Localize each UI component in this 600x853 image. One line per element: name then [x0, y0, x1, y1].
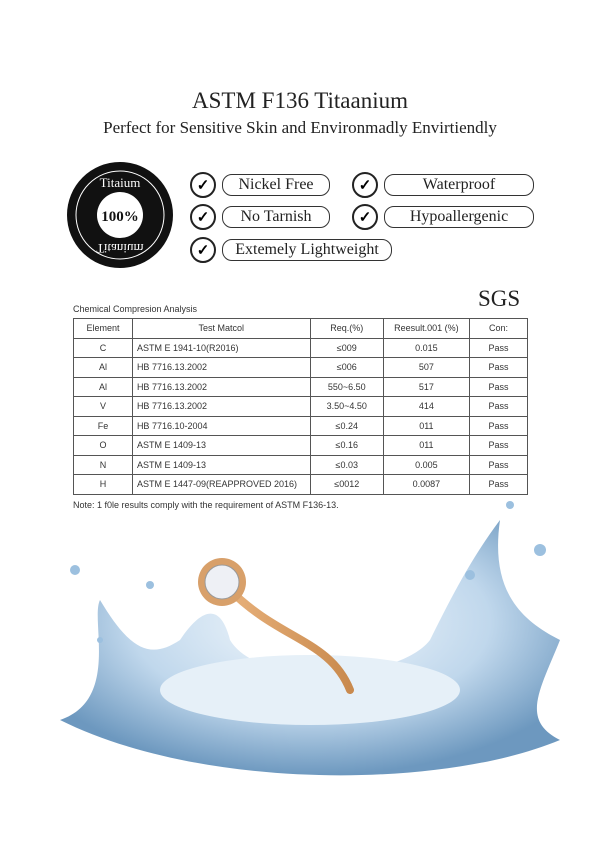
table-cell: 0.015 — [382, 337, 470, 358]
badge-center — [97, 192, 143, 238]
table-cell: 0.0087 — [382, 474, 470, 495]
column-header: Reesult.001 (%) — [382, 318, 470, 339]
table-cell: 517 — [382, 376, 470, 397]
title: ASTM F136 Titaanium — [192, 88, 408, 113]
table-caption: Chemical Compresion Analysis — [73, 304, 198, 314]
table-cell: ≤0.16 — [309, 435, 384, 456]
badge-top: Titaium — [100, 175, 141, 190]
table-cell: ≤006 — [309, 357, 384, 378]
table-cell: ≤0.03 — [309, 454, 384, 475]
table-cell: 0.005 — [382, 454, 470, 475]
column-header: Element — [73, 318, 133, 339]
feature-label: No Tarnish — [222, 206, 330, 228]
feature: ✓ Hypoallergenic — [352, 204, 534, 230]
badge-center-text: 100% — [101, 209, 139, 225]
badge-ring — [75, 170, 165, 260]
table-cell: HB 7716.13.2002 — [131, 396, 311, 417]
table-cell: Pass — [468, 435, 529, 456]
feature-label: Extemely Lightweight — [222, 239, 392, 261]
feature: ✓ Nickel Free — [190, 172, 330, 198]
table-cell: ≤009 — [309, 337, 384, 358]
feature-label: Hypoallergenic — [384, 206, 534, 228]
table-row: Al HB 7716.13.2002 ≤006 507 Pass — [73, 357, 529, 378]
sgs-logo: SGS — [478, 286, 521, 311]
table-row: V HB 7716.13.2002 3.50~4.50 414 Pass — [73, 396, 529, 417]
table-cell: 550~6.50 — [309, 376, 384, 397]
column-header: Con: — [468, 318, 529, 339]
table-cell: H — [73, 474, 133, 495]
table-cell: 011 — [382, 415, 470, 436]
table-cell: Fe — [73, 415, 133, 436]
table-cell: ASTM E 1409-13 — [131, 435, 311, 456]
table-cell: O — [73, 435, 133, 456]
feature-label: Nickel Free — [222, 174, 330, 196]
feature-label: Waterproof — [384, 174, 534, 196]
note: Note: 1 f0le results comply with the req… — [73, 500, 339, 510]
table-row: N ASTM E 1409-13 ≤0.03 0.005 Pass — [73, 454, 529, 475]
table-cell: ASTM E 1941-10(R2016) — [131, 337, 311, 358]
table-cell: Pass — [468, 337, 529, 358]
table-row: C ASTM E 1941-10(R2016) ≤009 0.015 Pass — [73, 337, 529, 358]
table-cell: HB 7716.10-2004 — [131, 415, 311, 436]
subtitle: Perfect for Sensitive Skin and Environma… — [103, 118, 497, 137]
table-cell: C — [73, 337, 133, 358]
table-cell: 3.50~4.50 — [309, 396, 384, 417]
nose-stud — [198, 558, 354, 694]
table-cell: Pass — [468, 357, 529, 378]
table-cell: Pass — [468, 376, 529, 397]
table-cell: Pass — [468, 454, 529, 475]
table-cell: N — [73, 454, 133, 475]
splash — [60, 501, 560, 776]
table-cell: 414 — [382, 396, 470, 417]
table-cell: Al — [73, 376, 133, 397]
table-cell: 011 — [382, 435, 470, 456]
table-cell: Pass — [468, 474, 529, 495]
table-cell: HB 7716.13.2002 — [131, 357, 311, 378]
column-header: Test Matcol — [131, 318, 311, 339]
table-row: Al HB 7716.13.2002 550~6.50 517 Pass — [73, 376, 529, 397]
table-row: Fe HB 7716.10-2004 ≤0.24 011 Pass — [73, 415, 529, 436]
table-cell: V — [73, 396, 133, 417]
table-row: O ASTM E 1409-13 ≤0.16 011 Pass — [73, 435, 529, 456]
table-cell: ASTM E 1409-13 — [131, 454, 311, 475]
table-cell: 507 — [382, 357, 470, 378]
table-cell: HB 7716.13.2002 — [131, 376, 311, 397]
analysis-table: Element Test Matcol Req.(%) Reesult.001 (%)… — [73, 318, 529, 495]
table-cell: ASTM E 1447-09(REAPPROVED 2016) — [131, 474, 311, 495]
table-cell: ≤0.24 — [309, 415, 384, 436]
feature: ✓ Waterproof — [352, 172, 534, 198]
badge-bottom: Titanium — [96, 241, 143, 256]
table-row: H ASTM E 1447-09(REAPPROVED 2016) ≤0012 0.0… — [73, 474, 529, 495]
table-cell: ≤0012 — [309, 474, 384, 495]
feature: ✓ No Tarnish — [190, 204, 330, 230]
column-header: Req.(%) — [309, 318, 384, 339]
feature: ✓ Extemely Lightweight — [190, 237, 392, 263]
header-row: Element Test Matcol Req.(%) Reesult.001 (%)… — [73, 318, 529, 339]
table-cell: Pass — [468, 396, 529, 417]
table-cell: Al — [73, 357, 133, 378]
table-cell: Pass — [468, 415, 529, 436]
